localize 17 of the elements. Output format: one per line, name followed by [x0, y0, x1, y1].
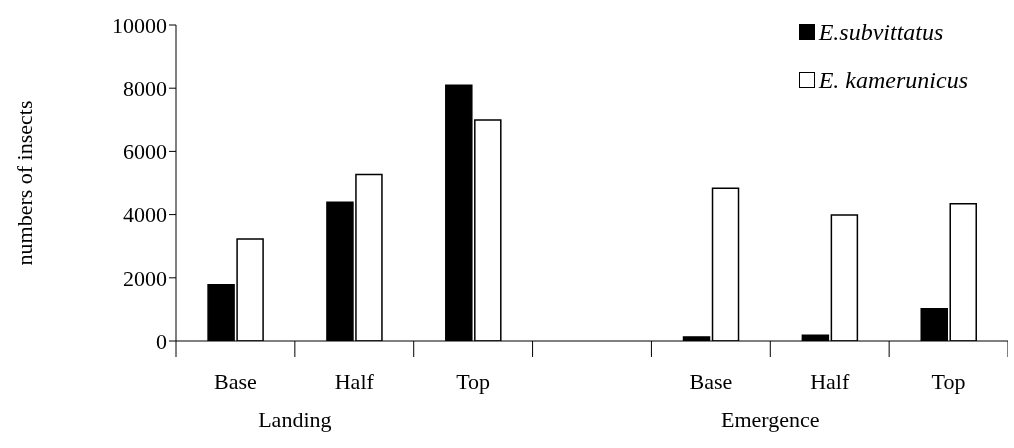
text: Emergence [720, 407, 821, 433]
text: Landing [257, 407, 333, 433]
y-tick-label: 0 [156, 328, 167, 354]
x-tick-label: Half [810, 369, 850, 394]
legend-label: E. kamerunicus [818, 66, 968, 94]
x-tick-label: Base [214, 369, 257, 394]
x-tick-label: Base [689, 369, 733, 394]
y-tick-label: 4000 [123, 202, 167, 228]
y-axis-title: numbers of insects [11, 100, 37, 266]
x-tick-label: Top [456, 369, 491, 394]
x-tick-label: Half [334, 369, 375, 394]
y-tick-label: 6000 [123, 139, 167, 165]
legend-label: E.subvittatus [818, 18, 944, 46]
y-tick-label: 10000 [112, 12, 167, 38]
y-tick-label: 8000 [123, 76, 167, 102]
y-tick-label: 2000 [123, 265, 167, 291]
x-tick-label: Top [931, 369, 966, 394]
